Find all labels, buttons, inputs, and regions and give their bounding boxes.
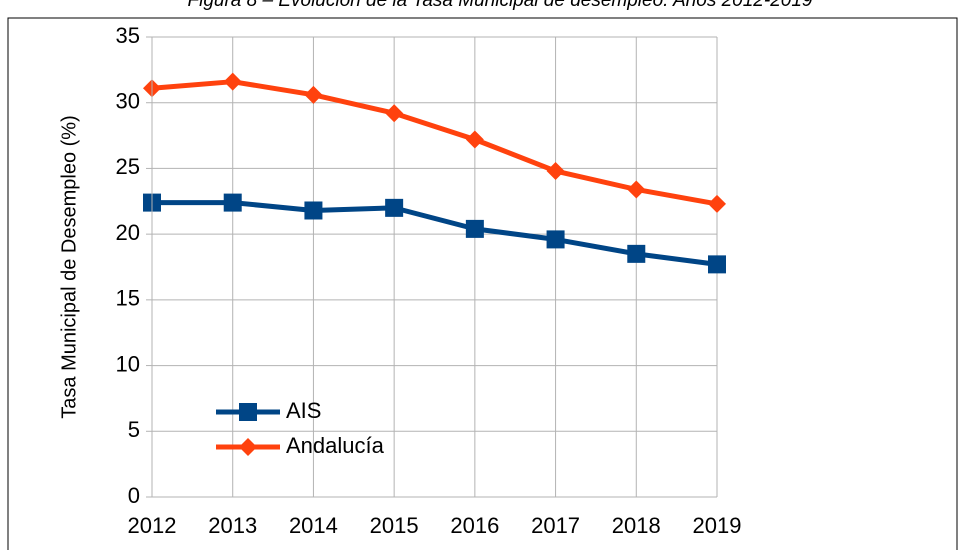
point — [239, 438, 257, 456]
point — [223, 193, 242, 212]
point — [239, 403, 257, 421]
y-tick-label: 30 — [116, 89, 140, 114]
y-tick-label: 20 — [116, 220, 140, 245]
point — [385, 104, 404, 123]
y-tick-label: 25 — [116, 154, 140, 179]
point — [708, 255, 726, 274]
series-line — [151, 79, 718, 207]
chart-frame — [7, 17, 958, 550]
point — [465, 130, 484, 149]
point — [385, 198, 404, 217]
chart-title: Figura 8 – Evolución de la Tasa Municipa… — [188, 0, 813, 11]
x-tick-label: 2015 — [370, 513, 419, 538]
y-tick-label: 35 — [116, 23, 140, 48]
y-axis-label: Tasa Municipal de Desempleo (%) — [58, 115, 80, 418]
x-tick-label: 2018 — [612, 513, 661, 538]
point — [627, 244, 646, 263]
point — [223, 72, 242, 91]
y-tick-label: 10 — [116, 351, 140, 376]
point — [708, 194, 726, 213]
point — [627, 180, 646, 199]
x-tick-label: 2012 — [128, 513, 177, 538]
x-tick-label: 2014 — [289, 513, 338, 538]
x-tick-label: 2019 — [693, 513, 742, 538]
x-tick-label: 2016 — [450, 513, 499, 538]
point — [546, 162, 565, 181]
legend-label: AIS — [286, 398, 321, 423]
series-line — [152, 200, 718, 267]
y-tick-label: 5 — [128, 417, 140, 442]
x-tick-label: 2013 — [208, 513, 257, 538]
point — [304, 85, 323, 104]
x-tick-label: 2017 — [531, 513, 580, 538]
point — [465, 219, 484, 238]
legend-label: Andalucía — [286, 433, 385, 458]
y-tick-label: 0 — [128, 483, 140, 508]
point — [546, 230, 565, 249]
y-tick-label: 15 — [116, 286, 140, 311]
point — [304, 201, 323, 220]
